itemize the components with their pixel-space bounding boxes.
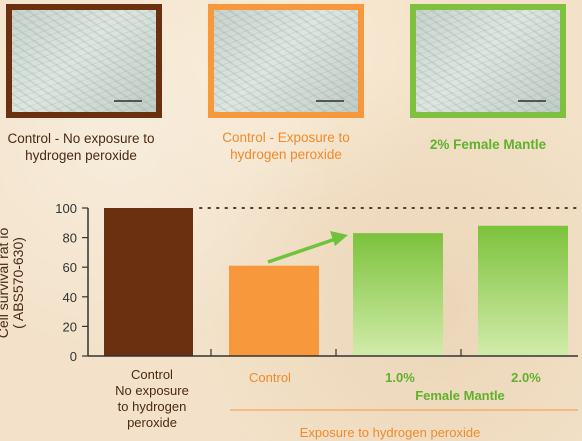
panel-label-control-exposure: Control - Exposure to hydrogen peroxide [222,130,350,162]
bar-female-mantle-1-0 [353,233,443,356]
x-label-control: Control [249,370,291,385]
scale-bar [518,100,546,102]
x-label-line: to hydrogen [117,399,187,414]
panel-label-female-mantle: 2% Female Mantle [429,137,547,152]
y-tick-label: 100 [55,201,77,216]
x-label-control-no-exposure: Control No exposure to hydrogen peroxide [110,367,194,431]
scale-bar [316,100,344,102]
y-tick-label: 40 [63,290,77,305]
bracket-label-exposure: Exposure to hydrogen peroxide [299,425,481,440]
micrograph-control-exposure [208,4,364,118]
x-label-line: peroxide [127,415,177,430]
group-label-female-mantle: Female Mantle [415,388,505,403]
x-label-2-0: 2.0% [511,370,541,385]
arrow-shaft [267,237,335,264]
bar-control-exposure [229,265,319,356]
scale-bar [114,100,142,102]
increase-arrow [267,231,348,264]
bar-control-no-exposure [104,208,193,356]
panel-label-control-no-exposure: Control - No exposure to hydrogen peroxi… [7,131,155,163]
x-label-1-0: 1.0% [385,370,415,385]
y-tick-label: 80 [63,231,77,246]
x-label-line: Control [131,367,173,382]
y-tick-label: 0 [70,349,77,364]
bar-female-mantle-2-0 [478,225,568,356]
micrograph-female-mantle [410,4,566,118]
y-tick-label: 60 [63,260,77,275]
x-label-line: No exposure [115,383,189,398]
micrograph-control-no-exposure [6,4,162,118]
arrow-head [330,231,348,246]
y-tick-label: 20 [63,319,77,334]
